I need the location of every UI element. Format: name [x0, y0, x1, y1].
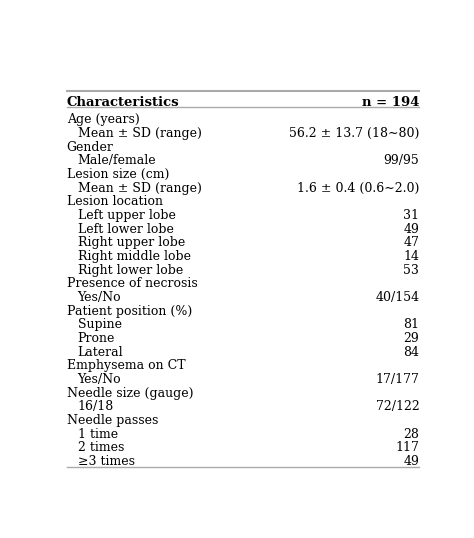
Text: Male/female: Male/female [78, 154, 156, 167]
Text: 31: 31 [403, 209, 419, 222]
Text: n = 194: n = 194 [362, 96, 419, 109]
Text: Gender: Gender [66, 141, 113, 154]
Text: Prone: Prone [78, 332, 115, 345]
Text: Mean ± SD (range): Mean ± SD (range) [78, 127, 201, 140]
Text: Yes/No: Yes/No [78, 291, 121, 304]
Text: Characteristics: Characteristics [66, 96, 179, 109]
Text: 53: 53 [403, 264, 419, 277]
Text: 47: 47 [403, 236, 419, 250]
Text: 16/18: 16/18 [78, 400, 114, 414]
Text: 1.6 ± 0.4 (0.6∼2.0): 1.6 ± 0.4 (0.6∼2.0) [297, 182, 419, 195]
Text: 81: 81 [403, 318, 419, 331]
Text: Mean ± SD (range): Mean ± SD (range) [78, 182, 201, 195]
Text: Needle passes: Needle passes [66, 414, 158, 427]
Text: 56.2 ± 13.7 (18∼80): 56.2 ± 13.7 (18∼80) [289, 127, 419, 140]
Text: Emphysema on CT: Emphysema on CT [66, 359, 185, 372]
Text: 49: 49 [403, 455, 419, 468]
Text: 17/177: 17/177 [375, 373, 419, 386]
Text: 49: 49 [403, 223, 419, 236]
Text: Right middle lobe: Right middle lobe [78, 250, 191, 263]
Text: 1 time: 1 time [78, 428, 118, 441]
Text: 14: 14 [403, 250, 419, 263]
Text: Age (years): Age (years) [66, 114, 139, 126]
Text: ≥3 times: ≥3 times [78, 455, 135, 468]
Text: Left upper lobe: Left upper lobe [78, 209, 175, 222]
Text: Lesion location: Lesion location [66, 195, 163, 208]
Text: Needle size (gauge): Needle size (gauge) [66, 387, 193, 400]
Text: Yes/No: Yes/No [78, 373, 121, 386]
Text: Left lower lobe: Left lower lobe [78, 223, 173, 236]
Text: Right lower lobe: Right lower lobe [78, 264, 183, 277]
Text: Lateral: Lateral [78, 346, 123, 359]
Text: Presence of necrosis: Presence of necrosis [66, 278, 197, 291]
Text: Supine: Supine [78, 318, 122, 331]
Text: Patient position (%): Patient position (%) [66, 305, 192, 318]
Text: 72/122: 72/122 [375, 400, 419, 414]
Text: 117: 117 [395, 442, 419, 455]
Text: Right upper lobe: Right upper lobe [78, 236, 185, 250]
Text: 2 times: 2 times [78, 442, 124, 455]
Text: 99/95: 99/95 [383, 154, 419, 167]
Text: Lesion size (cm): Lesion size (cm) [66, 168, 169, 181]
Text: 84: 84 [403, 346, 419, 359]
Text: 40/154: 40/154 [375, 291, 419, 304]
Text: 29: 29 [403, 332, 419, 345]
Text: 28: 28 [403, 428, 419, 441]
